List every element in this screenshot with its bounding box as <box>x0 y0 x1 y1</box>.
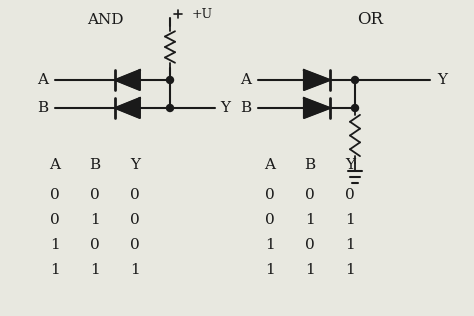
Text: 0: 0 <box>305 188 315 202</box>
Text: 0: 0 <box>130 238 140 252</box>
Text: 0: 0 <box>345 188 355 202</box>
Text: Y: Y <box>437 73 447 87</box>
Text: OR: OR <box>357 11 383 28</box>
Text: A: A <box>240 73 252 87</box>
Text: 1: 1 <box>345 213 355 227</box>
Text: 1: 1 <box>90 213 100 227</box>
Text: Y: Y <box>130 158 140 172</box>
Text: 1: 1 <box>345 238 355 252</box>
Text: 0: 0 <box>130 188 140 202</box>
Text: A: A <box>49 158 61 172</box>
Text: 1: 1 <box>305 213 315 227</box>
Circle shape <box>166 76 173 83</box>
Text: 0: 0 <box>265 188 275 202</box>
Text: 1: 1 <box>130 263 140 277</box>
Text: 0: 0 <box>90 188 100 202</box>
Text: B: B <box>240 101 252 115</box>
Text: 0: 0 <box>50 188 60 202</box>
Text: 1: 1 <box>50 263 60 277</box>
Text: +U: +U <box>192 8 213 21</box>
Text: 0: 0 <box>50 213 60 227</box>
Text: 1: 1 <box>90 263 100 277</box>
Polygon shape <box>115 70 140 90</box>
Text: 0: 0 <box>305 238 315 252</box>
Text: B: B <box>37 101 48 115</box>
Text: 0: 0 <box>265 213 275 227</box>
Text: Y: Y <box>220 101 230 115</box>
Polygon shape <box>304 98 330 118</box>
Polygon shape <box>304 70 330 90</box>
Circle shape <box>352 76 358 83</box>
Text: 1: 1 <box>265 263 275 277</box>
Text: 0: 0 <box>90 238 100 252</box>
Text: B: B <box>304 158 316 172</box>
Text: B: B <box>90 158 100 172</box>
Text: 1: 1 <box>345 263 355 277</box>
Text: 1: 1 <box>305 263 315 277</box>
Text: 1: 1 <box>50 238 60 252</box>
Circle shape <box>352 105 358 112</box>
Text: 1: 1 <box>265 238 275 252</box>
Polygon shape <box>115 98 140 118</box>
Text: AND: AND <box>87 13 123 27</box>
Circle shape <box>166 105 173 112</box>
Text: Y: Y <box>345 158 355 172</box>
Text: A: A <box>264 158 275 172</box>
Text: A: A <box>37 73 48 87</box>
Text: 0: 0 <box>130 213 140 227</box>
